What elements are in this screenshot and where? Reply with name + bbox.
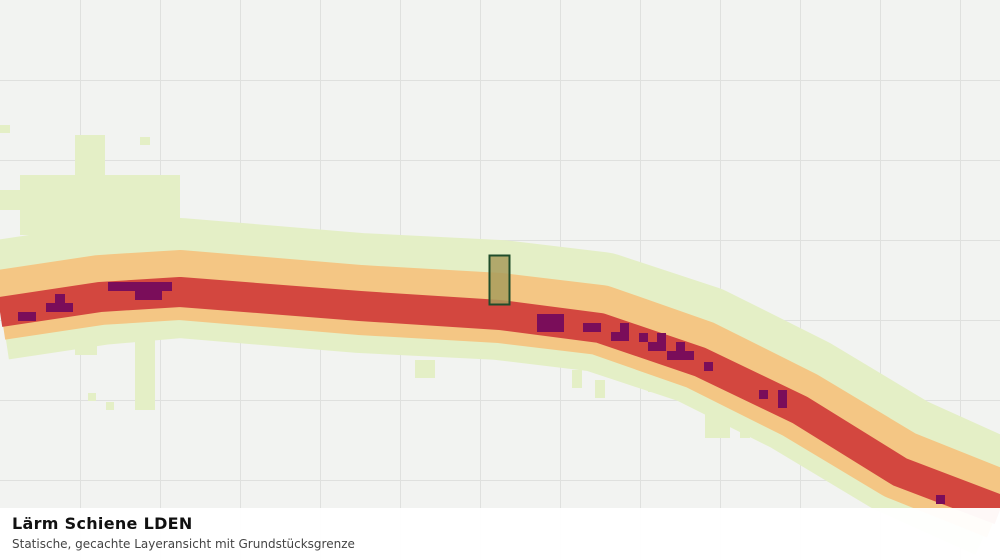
map-title: Lärm Schiene LDEN [12,514,193,533]
noise-zone-very-high [18,282,945,504]
map-subtitle: Statische, gecachte Layeransicht mit Gru… [12,537,355,551]
parcel-boundary[interactable] [488,254,511,306]
footer: Lärm Schiene LDEN Statische, gecachte La… [0,508,1000,560]
